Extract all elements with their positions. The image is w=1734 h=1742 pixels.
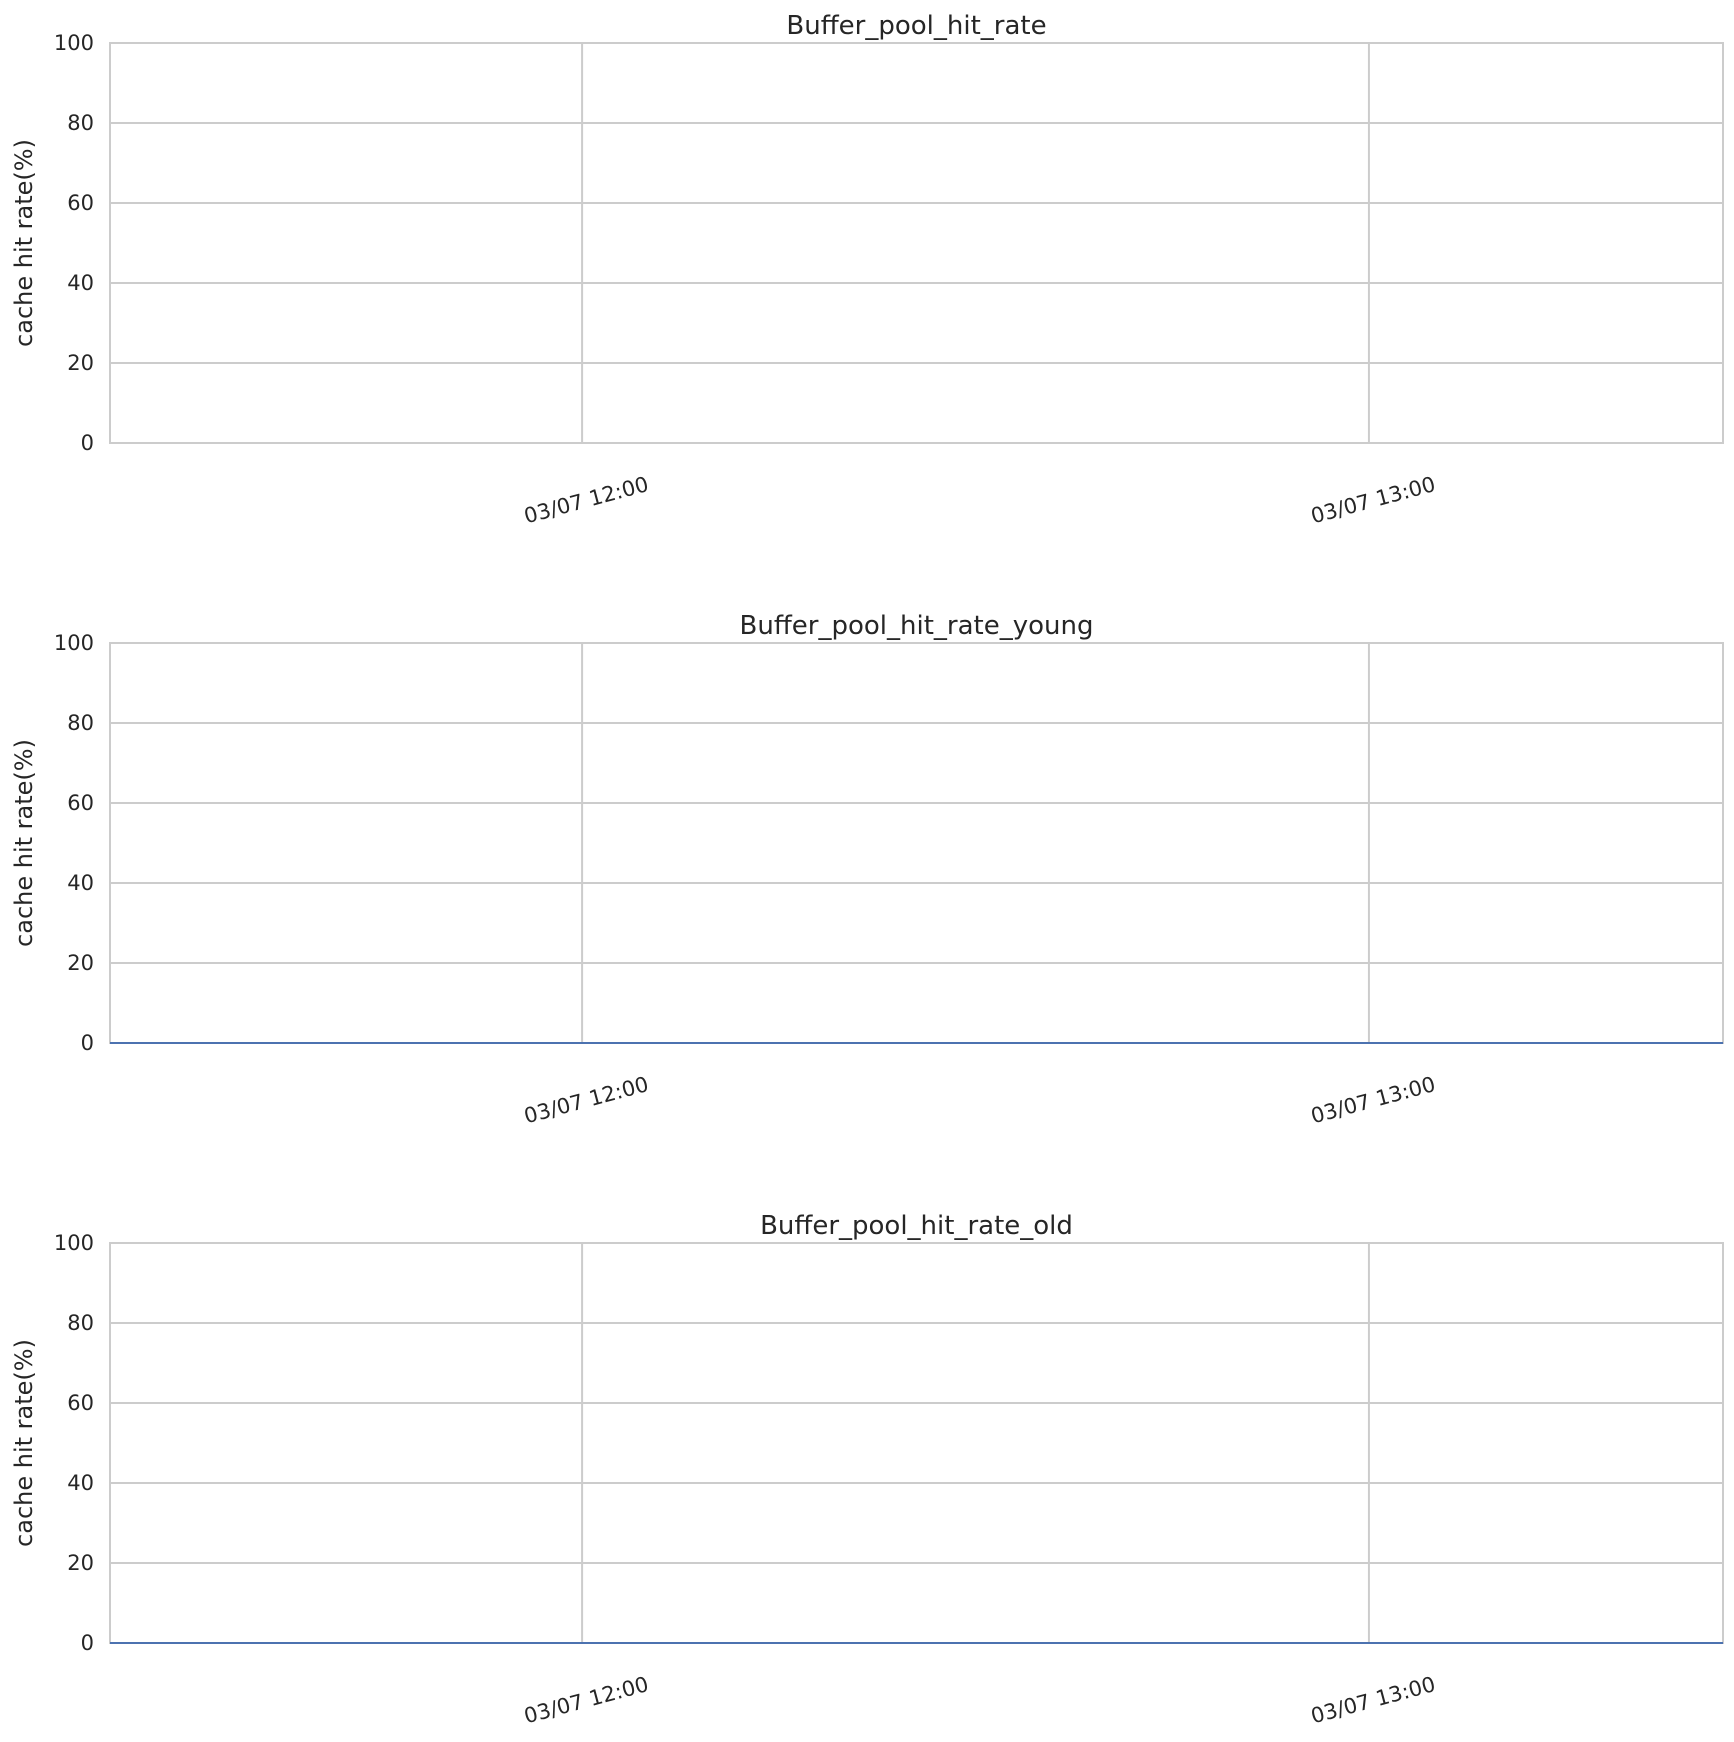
x-tick-label: 03/07 13:00 — [1308, 1672, 1438, 1728]
y-tick-label: 40 — [67, 271, 94, 295]
chart-panel-2: 0 20 40 60 80 100 03/07 12:00 03/07 13:00 Buffer… — [10, 611, 1724, 1128]
y-tick-label: 0 — [81, 1631, 94, 1655]
y-tick-label: 80 — [67, 111, 94, 135]
y-axis-label: cache hit rate(%) — [10, 139, 38, 347]
x-tick-label: 03/07 12:00 — [521, 1072, 651, 1128]
chart-panel-1: 0 20 40 60 80 100 03/07 12:00 03/07 13:00 Buffer… — [10, 11, 1724, 528]
chart-title: Buffer_pool_hit_rate — [786, 11, 1046, 41]
y-tick-label: 20 — [67, 951, 94, 975]
plot-frame — [109, 42, 1724, 444]
y-tick-label: 20 — [67, 1551, 94, 1575]
y-tick-label: 20 — [67, 351, 94, 375]
y-axis-label: cache hit rate(%) — [10, 1339, 38, 1547]
x-tick-label: 03/07 13:00 — [1308, 472, 1438, 528]
y-axis-label: cache hit rate(%) — [10, 739, 38, 947]
x-tick-label: 03/07 12:00 — [521, 1672, 651, 1728]
x-tick-label: 03/07 12:00 — [521, 472, 651, 528]
y-tick-label: 100 — [54, 631, 94, 655]
y-tick-label: 60 — [67, 1391, 94, 1415]
plot-frame — [109, 642, 1724, 1044]
plot-frame — [109, 1242, 1724, 1644]
y-tick-label: 60 — [67, 791, 94, 815]
y-tick-label: 0 — [81, 1031, 94, 1055]
chart-title: Buffer_pool_hit_rate_young — [740, 611, 1094, 641]
y-tick-label: 60 — [67, 191, 94, 215]
chart-title: Buffer_pool_hit_rate_old — [760, 1211, 1073, 1241]
y-tick-label: 80 — [67, 1311, 94, 1335]
x-tick-label: 03/07 13:00 — [1308, 1072, 1438, 1128]
y-tick-label: 100 — [54, 31, 94, 55]
chart-panel-3: 0 20 40 60 80 100 03/07 12:00 03/07 13:00 Buffer… — [10, 1211, 1724, 1728]
y-tick-label: 0 — [81, 431, 94, 455]
y-tick-label: 40 — [67, 871, 94, 895]
y-tick-label: 80 — [67, 711, 94, 735]
y-tick-label: 100 — [54, 1231, 94, 1255]
y-tick-label: 40 — [67, 1471, 94, 1495]
